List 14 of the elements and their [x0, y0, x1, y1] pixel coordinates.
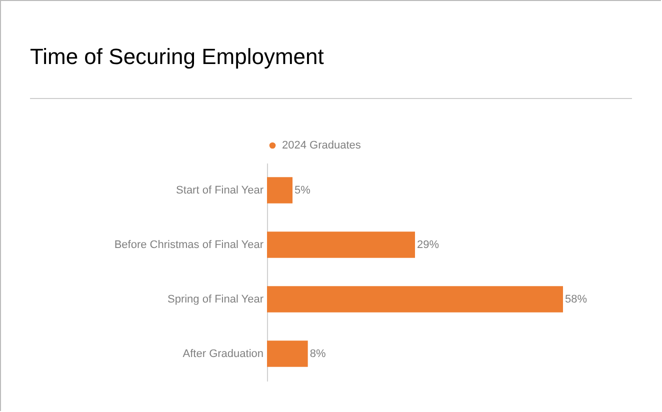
y-tick-label: After Graduation — [182, 348, 264, 360]
legend-label: 2024 Graduates — [282, 140, 362, 152]
bar — [267, 286, 563, 312]
y-tick-label: Before Christmas of Final Year — [114, 238, 264, 251]
y-tick-label: Spring of Final Year — [167, 293, 264, 306]
bar — [267, 177, 293, 204]
data-label: 58% — [565, 293, 588, 306]
bar — [267, 340, 308, 367]
data-label: 29% — [417, 238, 440, 251]
data-label: 5% — [294, 184, 311, 196]
data-label: 8% — [310, 348, 326, 360]
y-tick-label: Start of Final Year — [176, 184, 264, 196]
chart-title: Time of Securing Employment — [30, 44, 324, 70]
bar — [267, 232, 415, 258]
